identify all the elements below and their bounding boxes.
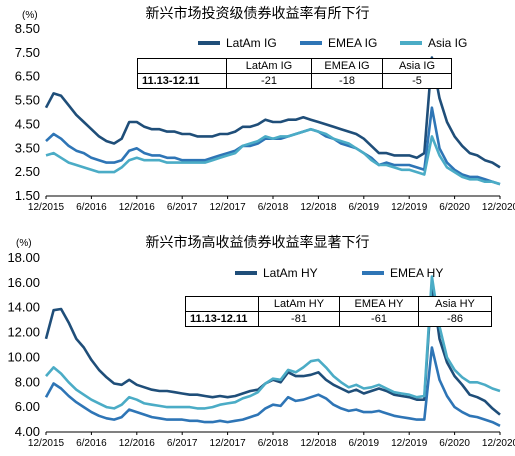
summary-table: LatAm IG EMEA IG Asia IG 11.13-12.11 -21… [137, 58, 452, 89]
legend-swatch [362, 271, 384, 275]
x-tick-label: 12/2015 [28, 202, 65, 213]
x-tick-label: 6/2018 [258, 202, 289, 213]
table-cell: -61 [339, 311, 419, 327]
y-tick-label: 12.00 [7, 325, 40, 340]
x-tick-label: 6/2017 [167, 438, 198, 449]
table-header-blank [185, 296, 259, 312]
legend-label: Asia IG [428, 36, 468, 50]
y-tick-label: 6.00 [15, 399, 40, 414]
table-header: EMEA HY [339, 296, 419, 312]
legend-swatch [235, 271, 257, 275]
table-cell: -81 [258, 311, 340, 327]
x-tick-label: 6/2016 [76, 438, 107, 449]
y-tick-label: 3.50 [15, 140, 40, 155]
table-row-label: 11.13-12.11 [137, 73, 227, 89]
legend-label: EMEA HY [390, 266, 444, 280]
summary-table: LatAm HY EMEA HY Asia HY 11.13-12.11 -81… [185, 296, 492, 327]
table-cell: -5 [382, 73, 452, 89]
table-cell: -18 [311, 73, 383, 89]
y-tick-label: 1.50 [15, 188, 40, 203]
x-tick-label: 12/2016 [119, 202, 156, 213]
x-tick-label: 12/2018 [300, 438, 337, 449]
y-tick-label: 4.50 [15, 116, 40, 131]
table-header: Asia IG [382, 58, 452, 74]
x-tick-label: 12/2020 [482, 202, 515, 213]
legend-swatch [400, 41, 422, 45]
y-unit-label: (%) [16, 238, 32, 249]
x-tick-label: 12/2018 [300, 202, 337, 213]
y-tick-label: 7.50 [15, 45, 40, 60]
y-tick-label: 4.00 [15, 424, 40, 439]
chart-title: 新兴市场投资级债券收益率有所下行 [145, 6, 370, 22]
legend-item-asia-ig: Asia IG [400, 36, 467, 50]
table-header: Asia HY [418, 296, 492, 312]
x-tick-label: 12/2017 [210, 438, 247, 449]
x-tick-label: 6/2020 [439, 438, 470, 449]
series-line-latam-ig [44, 56, 501, 169]
x-tick-label: 6/2020 [439, 202, 470, 213]
legend-swatch [198, 41, 220, 45]
legend-item-latam-hy: LatAm HY [235, 266, 318, 280]
legend-swatch [300, 41, 322, 45]
y-tick-label: 5.50 [15, 93, 40, 108]
table-header: LatAm IG [226, 58, 312, 74]
legend-item-latam-ig: LatAm IG [198, 36, 277, 50]
x-tick-label: 12/2016 [119, 438, 156, 449]
table-row-label: 11.13-12.11 [185, 311, 259, 327]
x-tick-label: 12/2015 [28, 438, 65, 449]
legend-item-emea-ig: EMEA IG [300, 36, 377, 50]
x-tick-label: 6/2016 [76, 202, 107, 213]
ig-yield-chart: 新兴市场投资级债券收益率有所下行 (%) 8.50 7.50 6.50 5.50 4.5… [0, 0, 515, 222]
x-tick-label: 12/2019 [391, 438, 428, 449]
table-header-blank [137, 58, 227, 74]
x-tick-label: 6/2017 [167, 202, 198, 213]
chart-title: 新兴市场高收益债券收益率显著下行 [145, 235, 370, 251]
table-cell: -21 [226, 73, 312, 89]
legend-label: EMEA IG [328, 36, 378, 50]
series-line-asia-ig [45, 127, 501, 186]
x-tick-label: 6/2019 [349, 202, 380, 213]
legend-label: LatAm HY [263, 266, 318, 280]
y-tick-label: 6.50 [15, 69, 40, 84]
legend-item-emea-hy: EMEA HY [362, 266, 443, 280]
x-tick-label: 12/2017 [210, 202, 247, 213]
hy-yield-chart: 新兴市场高收益债券收益率显著下行 (%) 18.00 16.00 14.00 12.0… [0, 228, 515, 456]
y-tick-label: 8.50 [15, 21, 40, 36]
legend-label: LatAm IG [226, 36, 277, 50]
x-tick-label: 6/2018 [258, 438, 289, 449]
x-tick-label: 12/2020 [482, 438, 515, 449]
y-tick-label: 8.00 [15, 374, 40, 389]
y-tick-label: 18.00 [7, 250, 40, 265]
table-header: LatAm HY [258, 296, 340, 312]
table-header: EMEA IG [311, 58, 383, 74]
series-line-emea-hy [44, 346, 501, 427]
table-cell: -86 [418, 311, 492, 327]
y-tick-label: 14.00 [7, 300, 40, 315]
series-line-asia-hy [45, 275, 501, 410]
y-unit-label: (%) [22, 10, 38, 21]
y-tick-label: 16.00 [7, 275, 40, 290]
x-tick-label: 6/2019 [349, 438, 380, 449]
chart-plot: 18.0016.0014.0012.0010.008.006.004.0012/… [7, 250, 515, 449]
y-tick-label: 10.00 [7, 349, 40, 364]
x-tick-label: 12/2019 [391, 202, 428, 213]
y-tick-label: 2.50 [15, 164, 40, 179]
